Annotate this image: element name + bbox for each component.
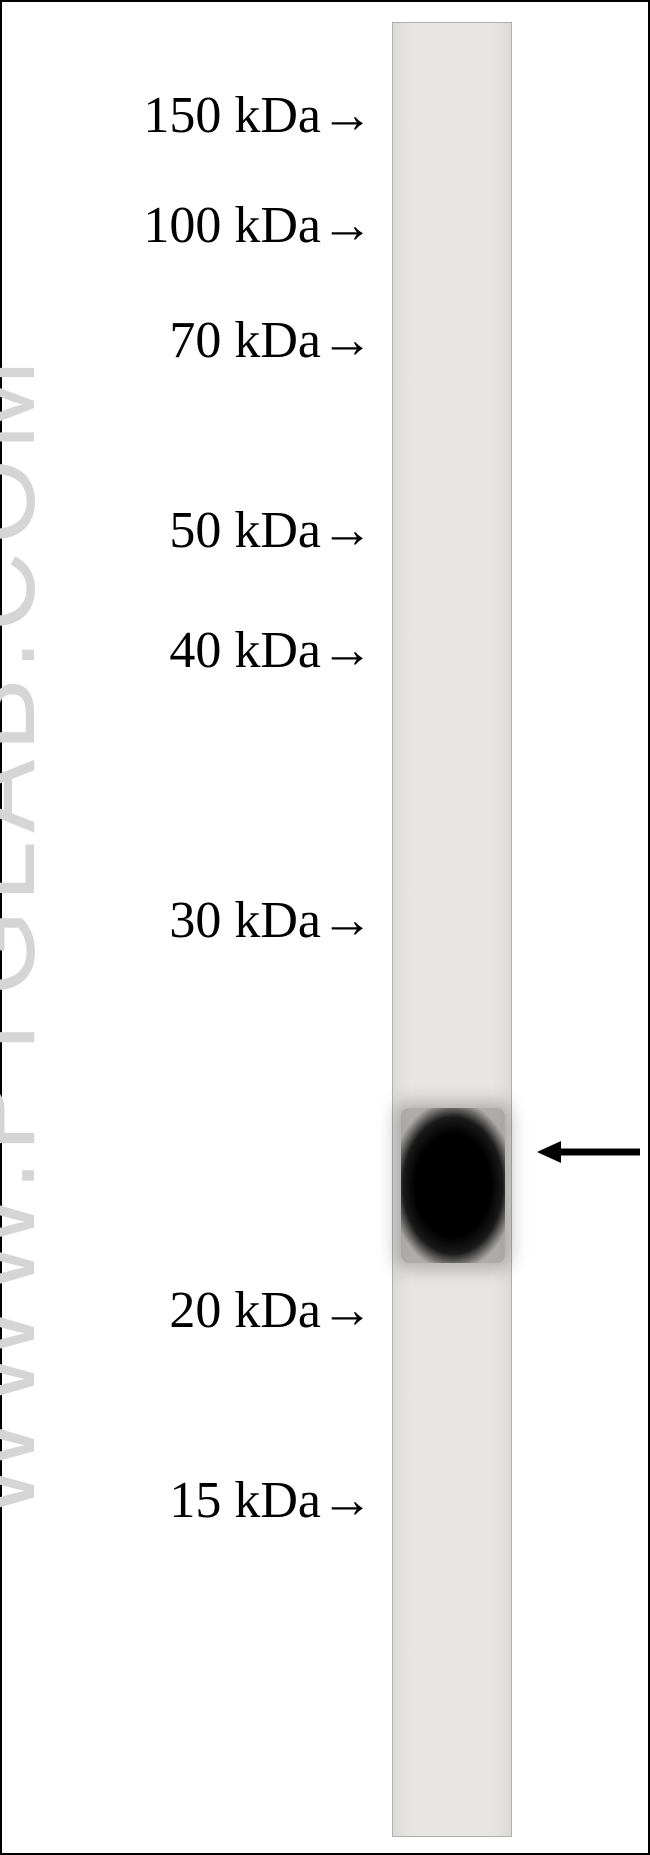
western-blot-figure: WWW.PTGLAB.COM 150 kDa→ 100 kDa→ 70 kDa→ 50…	[0, 0, 650, 1855]
marker-label: 15 kDa→	[169, 1471, 373, 1530]
blot-lane	[392, 22, 512, 1837]
marker-label: 100 kDa→	[143, 196, 373, 255]
protein-band	[401, 1108, 505, 1263]
band-indicator-arrow	[537, 1132, 647, 1172]
marker-label: 50 kDa→	[169, 501, 373, 560]
marker-label: 30 kDa→	[169, 891, 373, 950]
marker-label: 20 kDa→	[169, 1281, 373, 1340]
marker-label: 150 kDa→	[143, 86, 373, 145]
watermark-text: WWW.PTGLAB.COM	[0, 351, 60, 1520]
marker-label: 70 kDa→	[169, 311, 373, 370]
marker-label: 40 kDa→	[169, 621, 373, 680]
